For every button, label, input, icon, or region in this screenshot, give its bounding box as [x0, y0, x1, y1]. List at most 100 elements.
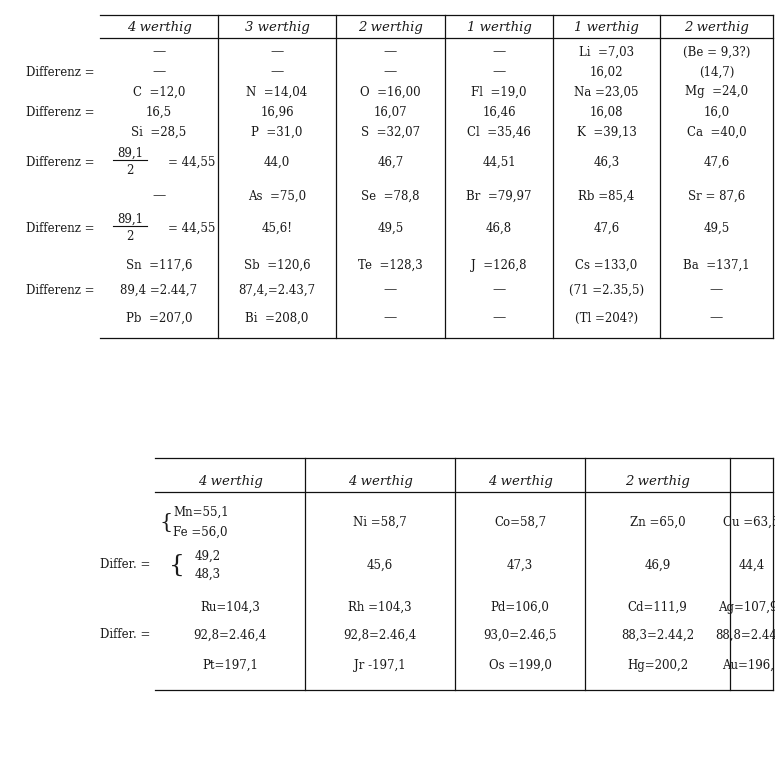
Text: 92,8=2.46,4: 92,8=2.46,4 [343, 629, 417, 642]
Text: (Tl =204?): (Tl =204?) [575, 312, 638, 325]
Text: Ca  =40,0: Ca =40,0 [687, 126, 746, 139]
Text: 49,2: 49,2 [195, 549, 221, 563]
Text: Differenz =: Differenz = [26, 105, 95, 119]
Text: {: { [169, 553, 185, 577]
Text: Bi  =208,0: Bi =208,0 [246, 312, 308, 325]
Text: Mg  =24,0: Mg =24,0 [685, 85, 748, 98]
Text: 49,5: 49,5 [704, 222, 729, 235]
Text: Sn  =117,6: Sn =117,6 [126, 259, 192, 271]
Text: Sr = 87,6: Sr = 87,6 [688, 190, 745, 202]
Text: Se  =78,8: Se =78,8 [361, 190, 420, 202]
Text: 47,6: 47,6 [594, 222, 620, 235]
Text: Ru=104,3: Ru=104,3 [200, 601, 260, 614]
Text: (Be = 9,3?): (Be = 9,3?) [683, 46, 750, 58]
Text: —: — [492, 66, 505, 78]
Text: 3 werthig: 3 werthig [245, 20, 309, 33]
Text: 16,08: 16,08 [590, 105, 623, 119]
Text: Pb  =207,0: Pb =207,0 [126, 312, 192, 325]
Text: Differ. =: Differ. = [100, 629, 150, 642]
Text: 2 werthig: 2 werthig [625, 476, 690, 488]
Text: 1 werthig: 1 werthig [574, 20, 639, 33]
Text: As  =75,0: As =75,0 [248, 190, 306, 202]
Text: Cs =133,0: Cs =133,0 [575, 259, 638, 271]
Text: 2 werthig: 2 werthig [358, 20, 423, 33]
Text: Differenz =: Differenz = [26, 222, 95, 235]
Text: —: — [492, 46, 505, 58]
Text: 16,07: 16,07 [374, 105, 408, 119]
Text: —: — [153, 66, 166, 78]
Text: Ni =58,7: Ni =58,7 [353, 515, 407, 529]
Text: = 44,55: = 44,55 [168, 222, 215, 235]
Text: —: — [384, 284, 397, 297]
Text: 16,0: 16,0 [704, 105, 729, 119]
Text: S  =32,07: S =32,07 [361, 126, 420, 139]
Text: Fe =56,0: Fe =56,0 [173, 525, 228, 539]
Text: P  =31,0: P =31,0 [251, 126, 303, 139]
Text: Li  =7,03: Li =7,03 [579, 46, 634, 58]
Text: 4 werthig: 4 werthig [198, 476, 263, 488]
Text: Os =199,0: Os =199,0 [488, 659, 552, 671]
Text: Hg=200,2: Hg=200,2 [627, 659, 688, 671]
Text: Ba  =137,1: Ba =137,1 [684, 259, 750, 271]
Text: C  =12,0: C =12,0 [133, 85, 185, 98]
Text: 46,3: 46,3 [594, 156, 620, 168]
Text: —: — [384, 312, 397, 325]
Text: Jr -197,1: Jr -197,1 [354, 659, 406, 671]
Text: Fl  =19,0: Fl =19,0 [471, 85, 527, 98]
Text: —: — [710, 284, 723, 297]
Text: O  =16,00: O =16,00 [360, 85, 421, 98]
Text: 88,3=2.44,2: 88,3=2.44,2 [621, 629, 694, 642]
Text: 4 werthig: 4 werthig [347, 476, 412, 488]
Text: 44,4: 44,4 [739, 559, 765, 571]
Text: Co=58,7: Co=58,7 [494, 515, 546, 529]
Text: 46,9: 46,9 [644, 559, 670, 571]
Text: —: — [270, 66, 284, 78]
Text: 1 werthig: 1 werthig [467, 20, 532, 33]
Text: 2: 2 [126, 230, 133, 243]
Text: 16,02: 16,02 [590, 66, 623, 78]
Text: K  =39,13: K =39,13 [577, 126, 636, 139]
Text: Rb =85,4: Rb =85,4 [578, 190, 635, 202]
Text: —: — [384, 46, 397, 58]
Text: 89,1: 89,1 [117, 212, 143, 226]
Text: —: — [492, 312, 505, 325]
Text: —: — [153, 46, 166, 58]
Text: 87,4,=2.43,7: 87,4,=2.43,7 [239, 284, 315, 297]
Text: (14,7): (14,7) [699, 66, 734, 78]
Text: 16,96: 16,96 [260, 105, 294, 119]
Text: Pt=197,1: Pt=197,1 [202, 659, 258, 671]
Text: Br  =79,97: Br =79,97 [467, 190, 532, 202]
Text: Cl  =35,46: Cl =35,46 [467, 126, 531, 139]
Text: Pd=106,0: Pd=106,0 [491, 601, 549, 614]
Text: 89,4 =2.44,7: 89,4 =2.44,7 [120, 284, 198, 297]
Text: —: — [270, 46, 284, 58]
Text: Mn=55,1: Mn=55,1 [173, 505, 229, 518]
Text: Cu =63,5: Cu =63,5 [723, 515, 775, 529]
Text: 4 werthig: 4 werthig [487, 476, 553, 488]
Text: N  =14,04: N =14,04 [246, 85, 308, 98]
Text: 47,3: 47,3 [507, 559, 533, 571]
Text: 46,7: 46,7 [377, 156, 404, 168]
Text: 44,51: 44,51 [482, 156, 516, 168]
Text: —: — [492, 284, 505, 297]
Text: 88,8=2.44,4: 88,8=2.44,4 [715, 629, 775, 642]
Text: 49,5: 49,5 [377, 222, 404, 235]
Text: 16,46: 16,46 [482, 105, 516, 119]
Text: Cd=111,9: Cd=111,9 [628, 601, 687, 614]
Text: J  =126,8: J =126,8 [471, 259, 527, 271]
Text: Si  =28,5: Si =28,5 [132, 126, 187, 139]
Text: 16,5: 16,5 [146, 105, 172, 119]
Text: {: { [159, 512, 172, 532]
Text: —: — [710, 312, 723, 325]
Text: Differ. =: Differ. = [100, 559, 150, 571]
Text: 46,8: 46,8 [486, 222, 512, 235]
Text: —: — [153, 190, 166, 202]
Text: Rh =104,3: Rh =104,3 [348, 601, 412, 614]
Text: Na =23,05: Na =23,05 [574, 85, 639, 98]
Text: 44,0: 44,0 [264, 156, 290, 168]
Text: 93,0=2.46,5: 93,0=2.46,5 [484, 629, 556, 642]
Text: Sb  =120,6: Sb =120,6 [243, 259, 310, 271]
Text: 48,3: 48,3 [195, 567, 221, 580]
Text: 4 werthig: 4 werthig [126, 20, 191, 33]
Text: Zn =65,0: Zn =65,0 [629, 515, 685, 529]
